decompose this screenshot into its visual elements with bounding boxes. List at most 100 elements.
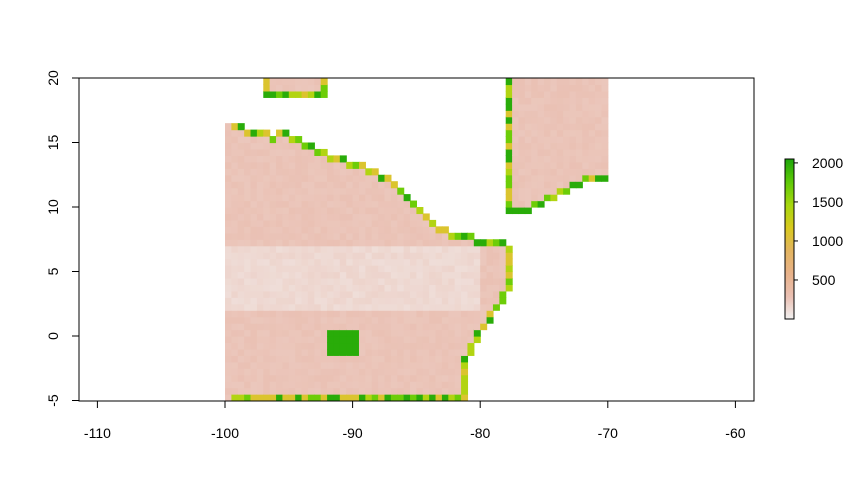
raster-cell — [295, 303, 303, 311]
raster-cell — [371, 387, 379, 395]
raster-cell — [327, 200, 335, 208]
raster-cell — [378, 310, 386, 318]
raster-cell — [263, 277, 271, 285]
raster-cell — [288, 381, 296, 389]
raster-cell — [256, 226, 264, 234]
raster-cell — [327, 174, 335, 182]
raster-cell — [473, 239, 481, 247]
raster-cell — [327, 213, 335, 221]
raster-cell — [429, 271, 437, 279]
raster-cell — [346, 381, 354, 389]
raster-cell — [575, 123, 583, 131]
raster-cell — [384, 187, 392, 195]
raster-cell — [307, 239, 315, 247]
raster-cell — [435, 265, 443, 273]
raster-cell — [352, 387, 360, 395]
raster-cell — [288, 342, 296, 350]
raster-cell — [365, 387, 373, 395]
raster-cell — [333, 200, 341, 208]
raster-cell — [582, 110, 590, 118]
raster-cell — [339, 329, 347, 337]
legend-swatch — [785, 317, 794, 320]
raster-cell — [250, 336, 258, 344]
raster-cell — [320, 226, 328, 234]
raster-cell — [288, 226, 296, 234]
raster-cell — [276, 232, 284, 240]
raster-cell — [378, 245, 386, 253]
raster-cell — [276, 187, 284, 195]
raster-cell — [288, 303, 296, 311]
raster-cell — [410, 303, 417, 311]
raster-cell — [269, 174, 277, 182]
raster-cell — [269, 303, 277, 311]
raster-cell — [307, 84, 315, 92]
raster-cell — [339, 187, 347, 195]
raster-cell — [378, 329, 386, 337]
raster-cell — [263, 239, 271, 247]
raster-cell — [467, 303, 475, 311]
raster-cell — [524, 161, 532, 169]
raster-cell — [435, 374, 443, 382]
raster-cell — [237, 374, 245, 382]
raster-cell — [378, 348, 386, 356]
raster-cell — [250, 213, 258, 221]
raster-cell — [429, 245, 437, 253]
raster-cell — [288, 290, 296, 298]
raster-cell — [371, 252, 379, 260]
raster-cell — [276, 219, 284, 227]
raster-cell — [582, 136, 590, 144]
raster-cell — [314, 355, 322, 363]
legend-swatch — [785, 229, 794, 232]
raster-cell — [269, 290, 277, 298]
raster-cell — [595, 78, 603, 86]
raster-cell — [378, 271, 386, 279]
legend-swatch — [785, 277, 794, 280]
raster-cell — [250, 374, 258, 382]
raster-cell — [263, 265, 271, 273]
legend-swatch — [785, 283, 794, 286]
raster-cell — [244, 168, 252, 176]
raster-cell — [410, 361, 417, 369]
raster-cell — [582, 90, 590, 98]
raster-cell — [333, 297, 341, 305]
raster-cell — [390, 336, 398, 344]
raster-cell — [556, 110, 564, 118]
raster-cell — [276, 155, 284, 163]
raster-cell — [231, 265, 239, 273]
raster-cell — [263, 226, 271, 234]
raster-cell — [537, 187, 545, 195]
raster-cell — [512, 129, 520, 137]
raster-cell — [263, 284, 271, 292]
raster-cell — [250, 348, 258, 356]
raster-cell — [371, 348, 379, 356]
raster-cell — [384, 219, 392, 227]
raster-cell — [333, 161, 341, 169]
legend-swatch — [785, 163, 794, 166]
raster-cell — [371, 303, 379, 311]
raster-cell — [403, 336, 411, 344]
raster-cell — [352, 213, 360, 221]
raster-cell — [422, 245, 430, 253]
raster-cell — [595, 97, 603, 105]
raster-cell — [269, 213, 277, 221]
raster-cell — [250, 368, 258, 376]
raster-cell — [346, 239, 354, 247]
raster-cell — [422, 361, 430, 369]
raster-cell — [371, 239, 379, 247]
raster-cell — [563, 142, 571, 150]
raster-cell — [480, 265, 488, 273]
raster-cell — [378, 368, 386, 376]
raster-cell — [448, 303, 456, 311]
raster-cell — [269, 161, 277, 169]
raster-cell — [225, 207, 232, 215]
raster-cell — [454, 290, 462, 298]
raster-cell — [563, 155, 571, 163]
raster-cell — [263, 200, 271, 208]
raster-cell — [550, 110, 558, 118]
raster-cell — [269, 168, 277, 176]
raster-cell — [250, 148, 258, 156]
raster-cell — [225, 374, 232, 382]
raster-cell — [473, 284, 481, 292]
raster-cell — [301, 284, 309, 292]
raster-cell — [288, 161, 296, 169]
